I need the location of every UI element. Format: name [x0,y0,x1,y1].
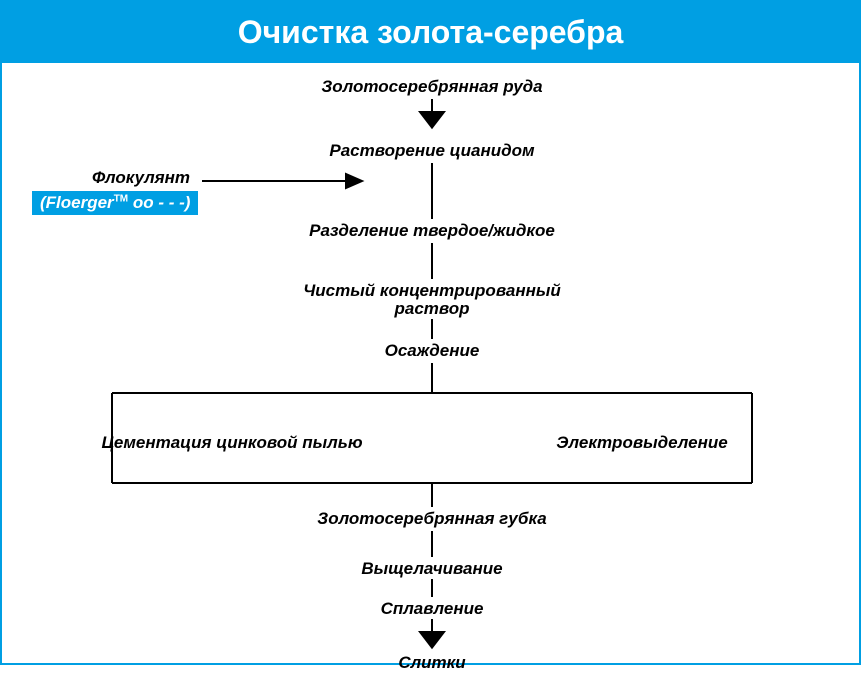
node-cementation: Цементация цинковой пылью [101,433,362,453]
flocculant-box: (FloergerTM оо - - -) [32,191,198,215]
node-solution_l1: Чистый концентрированный [303,281,561,301]
node-solution_l2: раствор [394,299,469,319]
diagram-container: Очистка золота-серебра Золотосеребрянная… [0,0,861,665]
node-leach: Выщелачивание [361,559,502,579]
node-separation: Разделение твердое/жидкое [309,221,555,241]
floc-prefix: (Floerger [40,193,114,212]
node-precip: Осаждение [385,341,480,361]
floc-suffix: оо - - -) [128,193,190,212]
node-smelt: Сплавление [381,599,484,619]
header-title: Очистка золота-серебра [2,2,859,63]
floc-tm: TM [114,193,128,204]
node-ore: Золотосеребрянная руда [321,77,542,97]
node-dissolve: Растворение цианидом [329,141,534,161]
flocculant-label: Флокулянт [92,168,190,188]
node-ingots: Слитки [398,653,465,673]
flowchart-area: Золотосеребрянная руда Растворение цианид… [2,63,859,663]
node-sponge: Золотосеребрянная губка [317,509,546,529]
node-electro: Электровыделение [556,433,727,453]
